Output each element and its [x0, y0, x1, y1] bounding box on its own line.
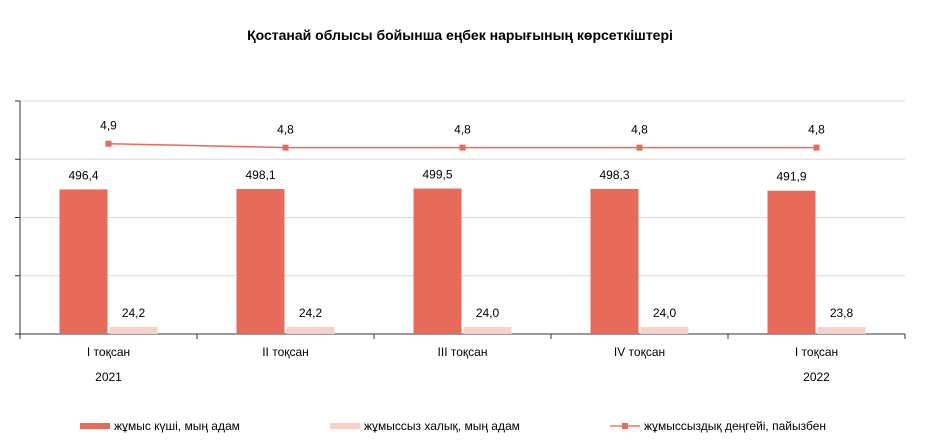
data-label: 498,1 [245, 168, 275, 182]
bar [286, 326, 335, 334]
line-marker [459, 144, 466, 151]
legend-swatch [330, 423, 360, 429]
bar [59, 189, 108, 334]
data-label: 24,2 [299, 306, 323, 320]
x-tick-label: IV тоқсан [614, 345, 665, 359]
bar [109, 326, 158, 334]
line-marker [105, 140, 112, 147]
chart-title: Қостанай облысы бойынша еңбек нарығының … [247, 27, 673, 43]
legend-label: жұмыссыздық деңгейі, пайызбен [644, 419, 826, 433]
bar [590, 188, 639, 334]
data-label: 24,2 [122, 306, 146, 320]
legend-label: жұмыссыз халық, мың адам [364, 419, 520, 433]
data-label: 496,4 [68, 168, 98, 182]
data-label: 24,0 [476, 306, 500, 320]
x-tick-label: III тоқсан [438, 345, 488, 359]
x-tick-label: II тоқсан [262, 345, 309, 359]
line-marker [813, 144, 820, 151]
data-label: 23,8 [830, 306, 854, 320]
bar [640, 327, 689, 334]
legend-swatch [80, 423, 110, 429]
legend-marker [622, 423, 628, 429]
year-label: 2021 [95, 370, 122, 384]
data-label: 4,8 [277, 123, 294, 137]
year-label: 2022 [803, 370, 830, 384]
bar [413, 188, 462, 334]
data-label: 491,9 [776, 170, 806, 184]
legend-label: жұмыс күші, мың адам [114, 419, 240, 433]
x-tick-label: I тоқсан [87, 345, 130, 359]
data-label: 4,9 [100, 119, 117, 133]
data-label: 4,8 [808, 123, 825, 137]
bar [463, 327, 512, 334]
data-label: 499,5 [422, 168, 452, 182]
data-label: 24,0 [653, 306, 677, 320]
bar [767, 190, 816, 334]
bar [236, 188, 285, 334]
line-marker [636, 144, 643, 151]
data-label: 498,3 [599, 168, 629, 182]
bar [817, 327, 866, 334]
data-label: 4,8 [454, 123, 471, 137]
x-tick-label: I тоқсан [795, 345, 838, 359]
data-label: 4,8 [631, 123, 648, 137]
line-marker [282, 144, 289, 151]
